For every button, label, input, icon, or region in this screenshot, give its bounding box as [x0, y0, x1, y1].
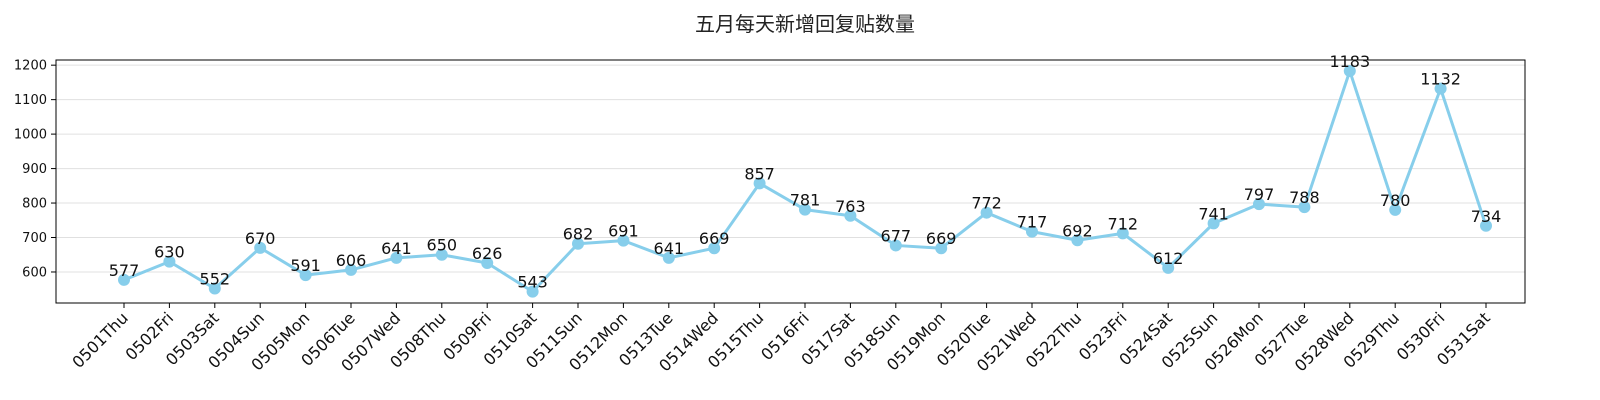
data-point — [799, 203, 811, 216]
data-label: 630 — [154, 243, 185, 262]
data-label: 577 — [109, 261, 140, 280]
data-point — [1026, 225, 1038, 238]
data-point — [1116, 227, 1129, 240]
data-point — [1434, 82, 1447, 95]
data-label: 857 — [744, 164, 775, 183]
data-label: 669 — [926, 229, 957, 248]
plot-area-frame — [55, 59, 1526, 304]
data-label: 606 — [336, 251, 367, 270]
data-label: 626 — [472, 244, 503, 263]
data-point — [1343, 65, 1356, 78]
data-label: 612 — [1153, 249, 1184, 268]
data-label: 781 — [790, 191, 821, 210]
data-point — [118, 273, 130, 286]
data-label: 543 — [517, 273, 548, 292]
data-point — [708, 242, 721, 255]
data-point — [526, 285, 539, 298]
data-point — [435, 248, 448, 261]
data-series — [118, 65, 1492, 298]
data-point — [208, 282, 221, 295]
data-label: 717 — [1017, 213, 1048, 232]
data-point — [662, 251, 675, 264]
data-point — [572, 237, 584, 250]
data-point — [617, 234, 630, 247]
y-tick-label: 800 — [22, 197, 47, 212]
data-point — [254, 241, 267, 254]
chart-title: 五月每天新增回复贴数量 — [695, 12, 915, 36]
series-line — [123, 69, 1488, 294]
data-label: 692 — [1062, 221, 1093, 240]
data-label: 1132 — [1420, 70, 1461, 89]
data-point — [844, 209, 857, 222]
data-label: 669 — [699, 229, 730, 248]
data-label: 1183 — [1329, 52, 1370, 71]
y-tick-label: 600 — [22, 265, 47, 280]
data-point — [1298, 201, 1311, 214]
data-point — [1162, 261, 1175, 274]
data-label: 772 — [971, 194, 1002, 213]
data-point — [390, 251, 403, 264]
data-point — [163, 255, 176, 268]
data-label: 780 — [1380, 191, 1411, 210]
data-point — [1253, 198, 1265, 211]
y-tick-label: 700 — [22, 231, 47, 246]
y-axis: 600 700 800 900 1000 1100 1200 — [14, 59, 56, 280]
data-point — [299, 269, 312, 282]
data-point — [1071, 234, 1084, 247]
data-point — [753, 177, 766, 190]
data-label: 591 — [290, 256, 321, 275]
data-label: 641 — [654, 239, 685, 258]
y-tick-label: 1100 — [14, 93, 47, 108]
data-label: 734 — [1471, 207, 1502, 226]
data-label: 741 — [1198, 204, 1229, 223]
data-labels: 577 630 552 670 591 606 641 650 626 543 682 691 641 6… — [109, 52, 1502, 292]
data-label: 691 — [608, 222, 639, 241]
data-point — [1480, 219, 1492, 232]
data-label: 797 — [1244, 185, 1275, 204]
x-axis: 0501Thu0502Fri0503Sat0504Sun0505Mon0506T… — [68, 303, 1494, 375]
data-point — [935, 242, 948, 255]
data-point — [345, 263, 357, 276]
data-label: 552 — [200, 270, 231, 289]
y-tick-label: 1200 — [14, 59, 47, 74]
y-tick-label: 1000 — [14, 128, 47, 143]
data-point — [1207, 217, 1220, 230]
data-point — [980, 206, 993, 219]
data-point — [889, 239, 902, 252]
data-label: 641 — [381, 239, 412, 258]
data-point — [1389, 203, 1402, 216]
data-label: 763 — [835, 197, 866, 216]
data-label: 650 — [427, 236, 458, 255]
x-tick-label: 0501Thu — [68, 308, 131, 371]
data-label: 712 — [1108, 214, 1139, 233]
data-label: 677 — [881, 226, 912, 245]
grid-lines — [56, 64, 1525, 273]
data-label: 788 — [1289, 188, 1320, 207]
data-label: 670 — [245, 229, 276, 248]
y-tick-label: 900 — [22, 162, 47, 177]
data-point — [481, 257, 494, 270]
data-label: 682 — [563, 225, 594, 244]
